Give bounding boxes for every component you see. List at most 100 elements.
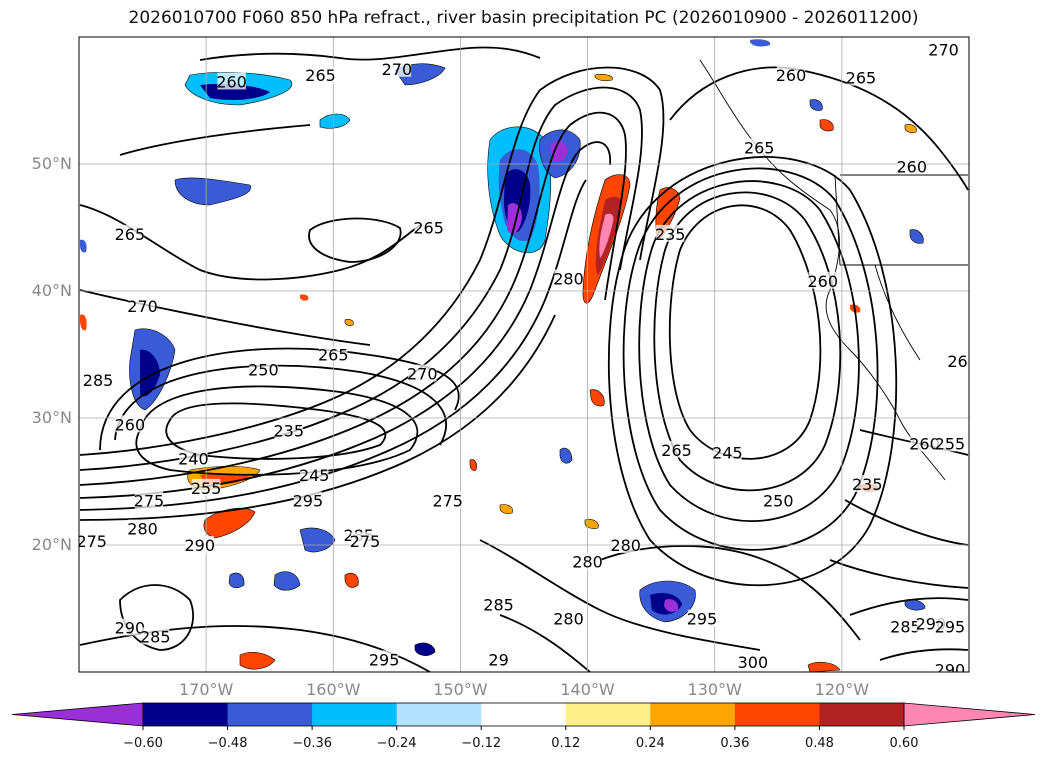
colorbar-segment [650,703,736,726]
contour-label: 295 [935,617,966,636]
contour-label-bg [414,218,443,236]
contour-label-bg [141,627,170,645]
contour-label-bg [299,466,329,484]
contour-label: 275 [350,532,381,551]
colorbar-label: −0.12 [461,736,502,751]
contour-label-bg [935,434,965,452]
contour-label: 290 [935,660,966,679]
colorbar-segment [227,703,313,726]
contour-label-bg [687,609,717,627]
lon-label: 120°W [814,680,870,699]
lat-label: 40°N [31,281,72,300]
contour-label-bg [179,449,208,467]
colorbar-label: −0.24 [376,736,417,751]
contour-label-bg [484,595,513,613]
contour-label: 235 [852,475,883,494]
contour-label: 260 [897,158,928,177]
contour-label-bg [128,297,157,315]
contour-label-bg [115,618,145,636]
contour-label: 265 [115,225,146,244]
contour-label: 240 [178,450,209,469]
contour-label: 275 [76,532,107,551]
contour-label-bg [611,536,640,553]
contour-label-bg [350,532,380,550]
contour-label-bg [738,652,768,670]
colorbar-label: −0.48 [207,736,248,751]
contour-label-bg [115,224,145,242]
contour-label-bg [217,72,246,90]
contour-label-bg [134,491,164,509]
contour-label: 285 [890,617,921,636]
contour-label: 235 [655,225,686,244]
contour-label-bg [655,224,685,242]
contour-label-bg [764,491,793,509]
colorbar-segment [396,703,482,726]
contour-label: 260 [216,72,247,91]
contour-label: 280 [553,269,584,288]
contour-label-bg [433,491,462,509]
contour-label: 235 [274,422,305,441]
refractivity-contours [79,46,969,672]
colorbar-label: 0.48 [804,736,834,751]
contour-label-bg [776,66,806,84]
contour-label-bg [808,271,838,289]
contour-label-bg [935,617,965,635]
contour-label: 295 [369,650,400,669]
colorbar-frame [142,702,905,727]
colorbar-extend-min [11,702,144,727]
colorbar-label: 0.36 [720,736,750,751]
contour-label-bg [306,66,335,84]
lon-label: 150°W [433,680,488,699]
contour-label-bg [573,552,602,570]
contour-label: 295 [293,492,324,511]
lat-label: 30°N [31,408,72,427]
contour-label-bg [408,364,437,382]
contour-label: 265 [413,219,444,238]
contour-label-bg [910,434,939,452]
lat-label: 20°N [31,535,72,554]
contour-label: 275 [432,492,463,511]
colorbar-segment [143,703,229,726]
contour-label: 270 [382,60,413,79]
colorbar [11,702,1036,730]
contour-label-bg [185,536,215,553]
lon-label: 140°W [560,680,615,699]
contour-label: 260 [909,434,940,453]
contour-label-bg [853,475,882,493]
contour-label: 280 [572,553,603,572]
lat-label: 50°N [31,154,72,173]
contour-label-bg [293,491,323,509]
contour-label: 300 [738,653,769,672]
contour-label: 245 [299,466,330,485]
contour-label: 285 [483,596,514,615]
contour-label-bg [83,370,113,388]
colorbar-label: 0.60 [889,736,919,751]
lon-label: 160°W [306,680,361,699]
contour-label: 245 [712,443,743,462]
colorbar-segment [819,703,905,726]
contour-label-bg [662,440,691,458]
contour-label: 265 [305,66,336,85]
contour-label-bg [319,345,348,363]
contour-label-bg [128,519,157,537]
contour-label-bg [929,40,958,58]
contour-label: 285 [140,627,171,646]
contour-label: 29 [488,650,508,669]
lon-label: 170°W [178,680,234,699]
contour-label-bg [249,360,278,378]
contour-label-bg [554,609,583,627]
colorbar-label: 0.24 [635,736,665,751]
contour-label-bg [891,617,920,635]
contour-label-bg [897,157,927,175]
colorbar-label: 0.12 [551,736,581,751]
contour-label-bg [948,351,969,369]
contour-label: 280 [610,536,641,555]
colorbar-segment [565,703,651,726]
contour-label: 275 [134,492,165,511]
colorbar-label: −0.60 [123,736,163,751]
map-frame [78,36,970,673]
contour-label: 250 [248,361,279,380]
colorbar-segment [481,703,567,726]
contour-label: 290 [185,536,216,555]
